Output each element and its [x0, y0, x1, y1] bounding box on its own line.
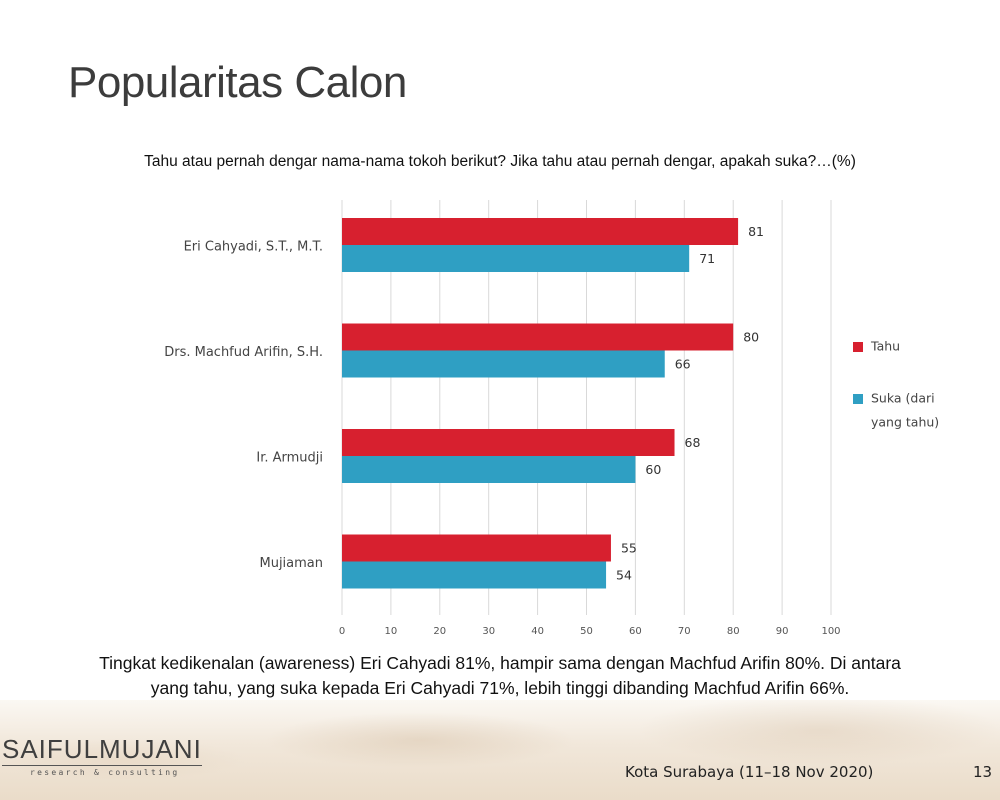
footer-location: Kota Surabaya (11–18 Nov 2020)	[625, 763, 874, 781]
legend-label: yang tahu)	[871, 415, 939, 430]
conclusion-text: Tingkat kedikenalan (awareness) Eri Cahy…	[10, 651, 990, 701]
bar	[342, 245, 690, 272]
bar	[342, 429, 675, 456]
conclusion-line-1: Tingkat kedikenalan (awareness) Eri Cahy…	[99, 653, 901, 673]
data-label: 71	[699, 251, 715, 266]
legend-swatch	[853, 342, 863, 352]
conclusion-line-2: yang tahu, yang suka kepada Eri Cahyadi …	[150, 678, 850, 698]
logo-divider	[2, 765, 202, 766]
x-tick-label: 70	[678, 626, 691, 637]
legend-label: Suka (dari	[871, 391, 935, 406]
category-label: Mujiaman	[259, 556, 323, 571]
x-tick-label: 80	[727, 626, 740, 637]
legend-label: Tahu	[870, 339, 900, 354]
bar	[342, 456, 636, 483]
x-tick-label: 100	[821, 626, 840, 637]
chart-question: Tahu atau pernah dengar nama-nama tokoh …	[144, 153, 856, 170]
data-label: 60	[645, 462, 661, 477]
data-label: 55	[621, 541, 637, 556]
category-label: Eri Cahyadi, S.T., M.T.	[184, 240, 323, 255]
bar	[342, 218, 739, 245]
bar	[342, 350, 665, 378]
x-tick-label: 50	[580, 626, 593, 637]
x-tick-label: 20	[433, 626, 446, 637]
bar	[342, 323, 734, 351]
category-label: Drs. Machfud Arifin, S.H.	[164, 345, 323, 360]
bar-chart: 0 10 20 30 40 50 60 70 80 90 100 81 71 Eri Cahyadi, S…	[164, 200, 939, 637]
bar	[342, 561, 607, 589]
footer-background	[0, 700, 1000, 800]
page-title: Popularitas Calon	[68, 58, 407, 107]
x-tick-label: 40	[531, 626, 544, 637]
bar	[342, 534, 611, 562]
data-label: 54	[616, 568, 632, 583]
x-tick-label: 10	[385, 626, 398, 637]
page-number: 13	[973, 763, 993, 781]
data-label: 66	[675, 357, 691, 372]
logo-tagline: research & consulting	[30, 768, 180, 777]
x-tick-label: 0	[339, 626, 345, 637]
x-tick-label: 90	[776, 626, 789, 637]
x-tick-label: 60	[629, 626, 642, 637]
category-label: Ir. Armudji	[256, 451, 323, 466]
data-label: 80	[743, 330, 759, 345]
data-label: 68	[685, 435, 701, 450]
data-label: 81	[748, 224, 764, 239]
x-tick-label: 30	[482, 626, 495, 637]
logo-wordmark: SAIFULMUJANI	[2, 734, 202, 764]
company-logo: SAIFULMUJANI research & consulting	[2, 736, 202, 777]
legend-swatch	[853, 394, 863, 404]
